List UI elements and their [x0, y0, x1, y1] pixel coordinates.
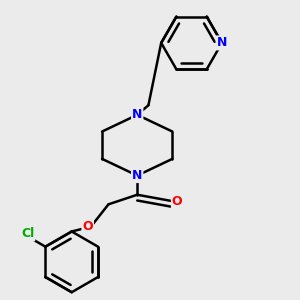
Text: N: N — [217, 36, 227, 50]
Text: N: N — [132, 169, 142, 182]
Text: Cl: Cl — [21, 227, 34, 240]
Text: O: O — [82, 220, 93, 233]
Text: O: O — [172, 195, 182, 208]
Text: N: N — [132, 108, 142, 121]
